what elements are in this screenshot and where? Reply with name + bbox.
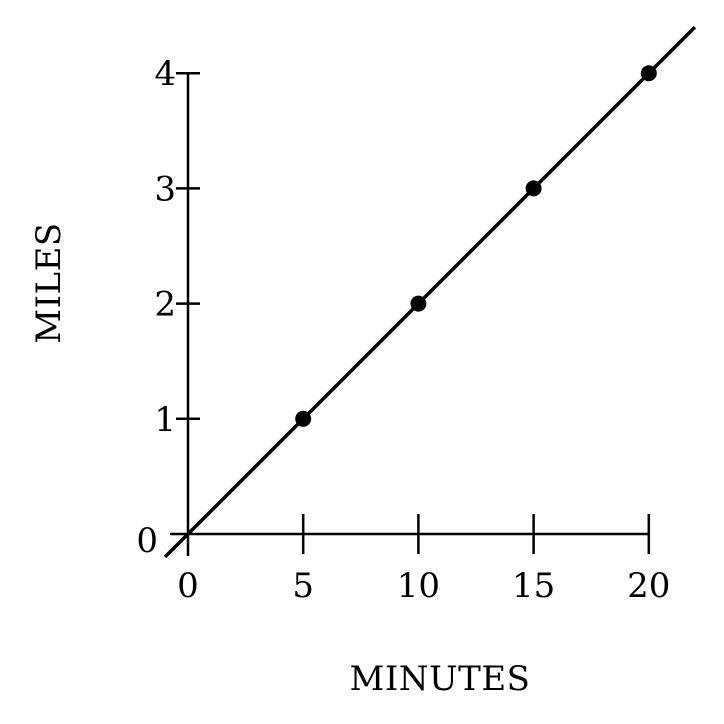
y-axis-title: MILES <box>29 222 69 343</box>
series-line <box>163 25 697 559</box>
data-point <box>410 295 427 312</box>
y-tick-label: 2 <box>154 285 176 325</box>
x-tick-label: 0 <box>177 566 199 606</box>
x-ticks-group: 0 5 10 15 20 <box>177 514 670 606</box>
data-point <box>525 180 542 197</box>
x-axis-title: MINUTES <box>350 659 531 699</box>
x-tick-label: 5 <box>292 566 314 606</box>
y-tick-label: 1 <box>154 400 176 440</box>
y-tick-label: 4 <box>154 54 176 94</box>
y-tick-label: 0 <box>136 521 158 561</box>
x-tick-label: 10 <box>397 566 440 606</box>
data-point <box>295 410 312 427</box>
data-point <box>640 65 657 82</box>
x-tick-label: 20 <box>627 566 670 606</box>
axes-group <box>170 73 649 556</box>
y-tick-label: 3 <box>154 169 176 209</box>
data-points-group <box>295 65 657 427</box>
series-group <box>163 25 697 559</box>
y-ticks-group: 0 1 2 3 4 <box>136 54 200 561</box>
x-tick-label: 15 <box>512 566 555 606</box>
